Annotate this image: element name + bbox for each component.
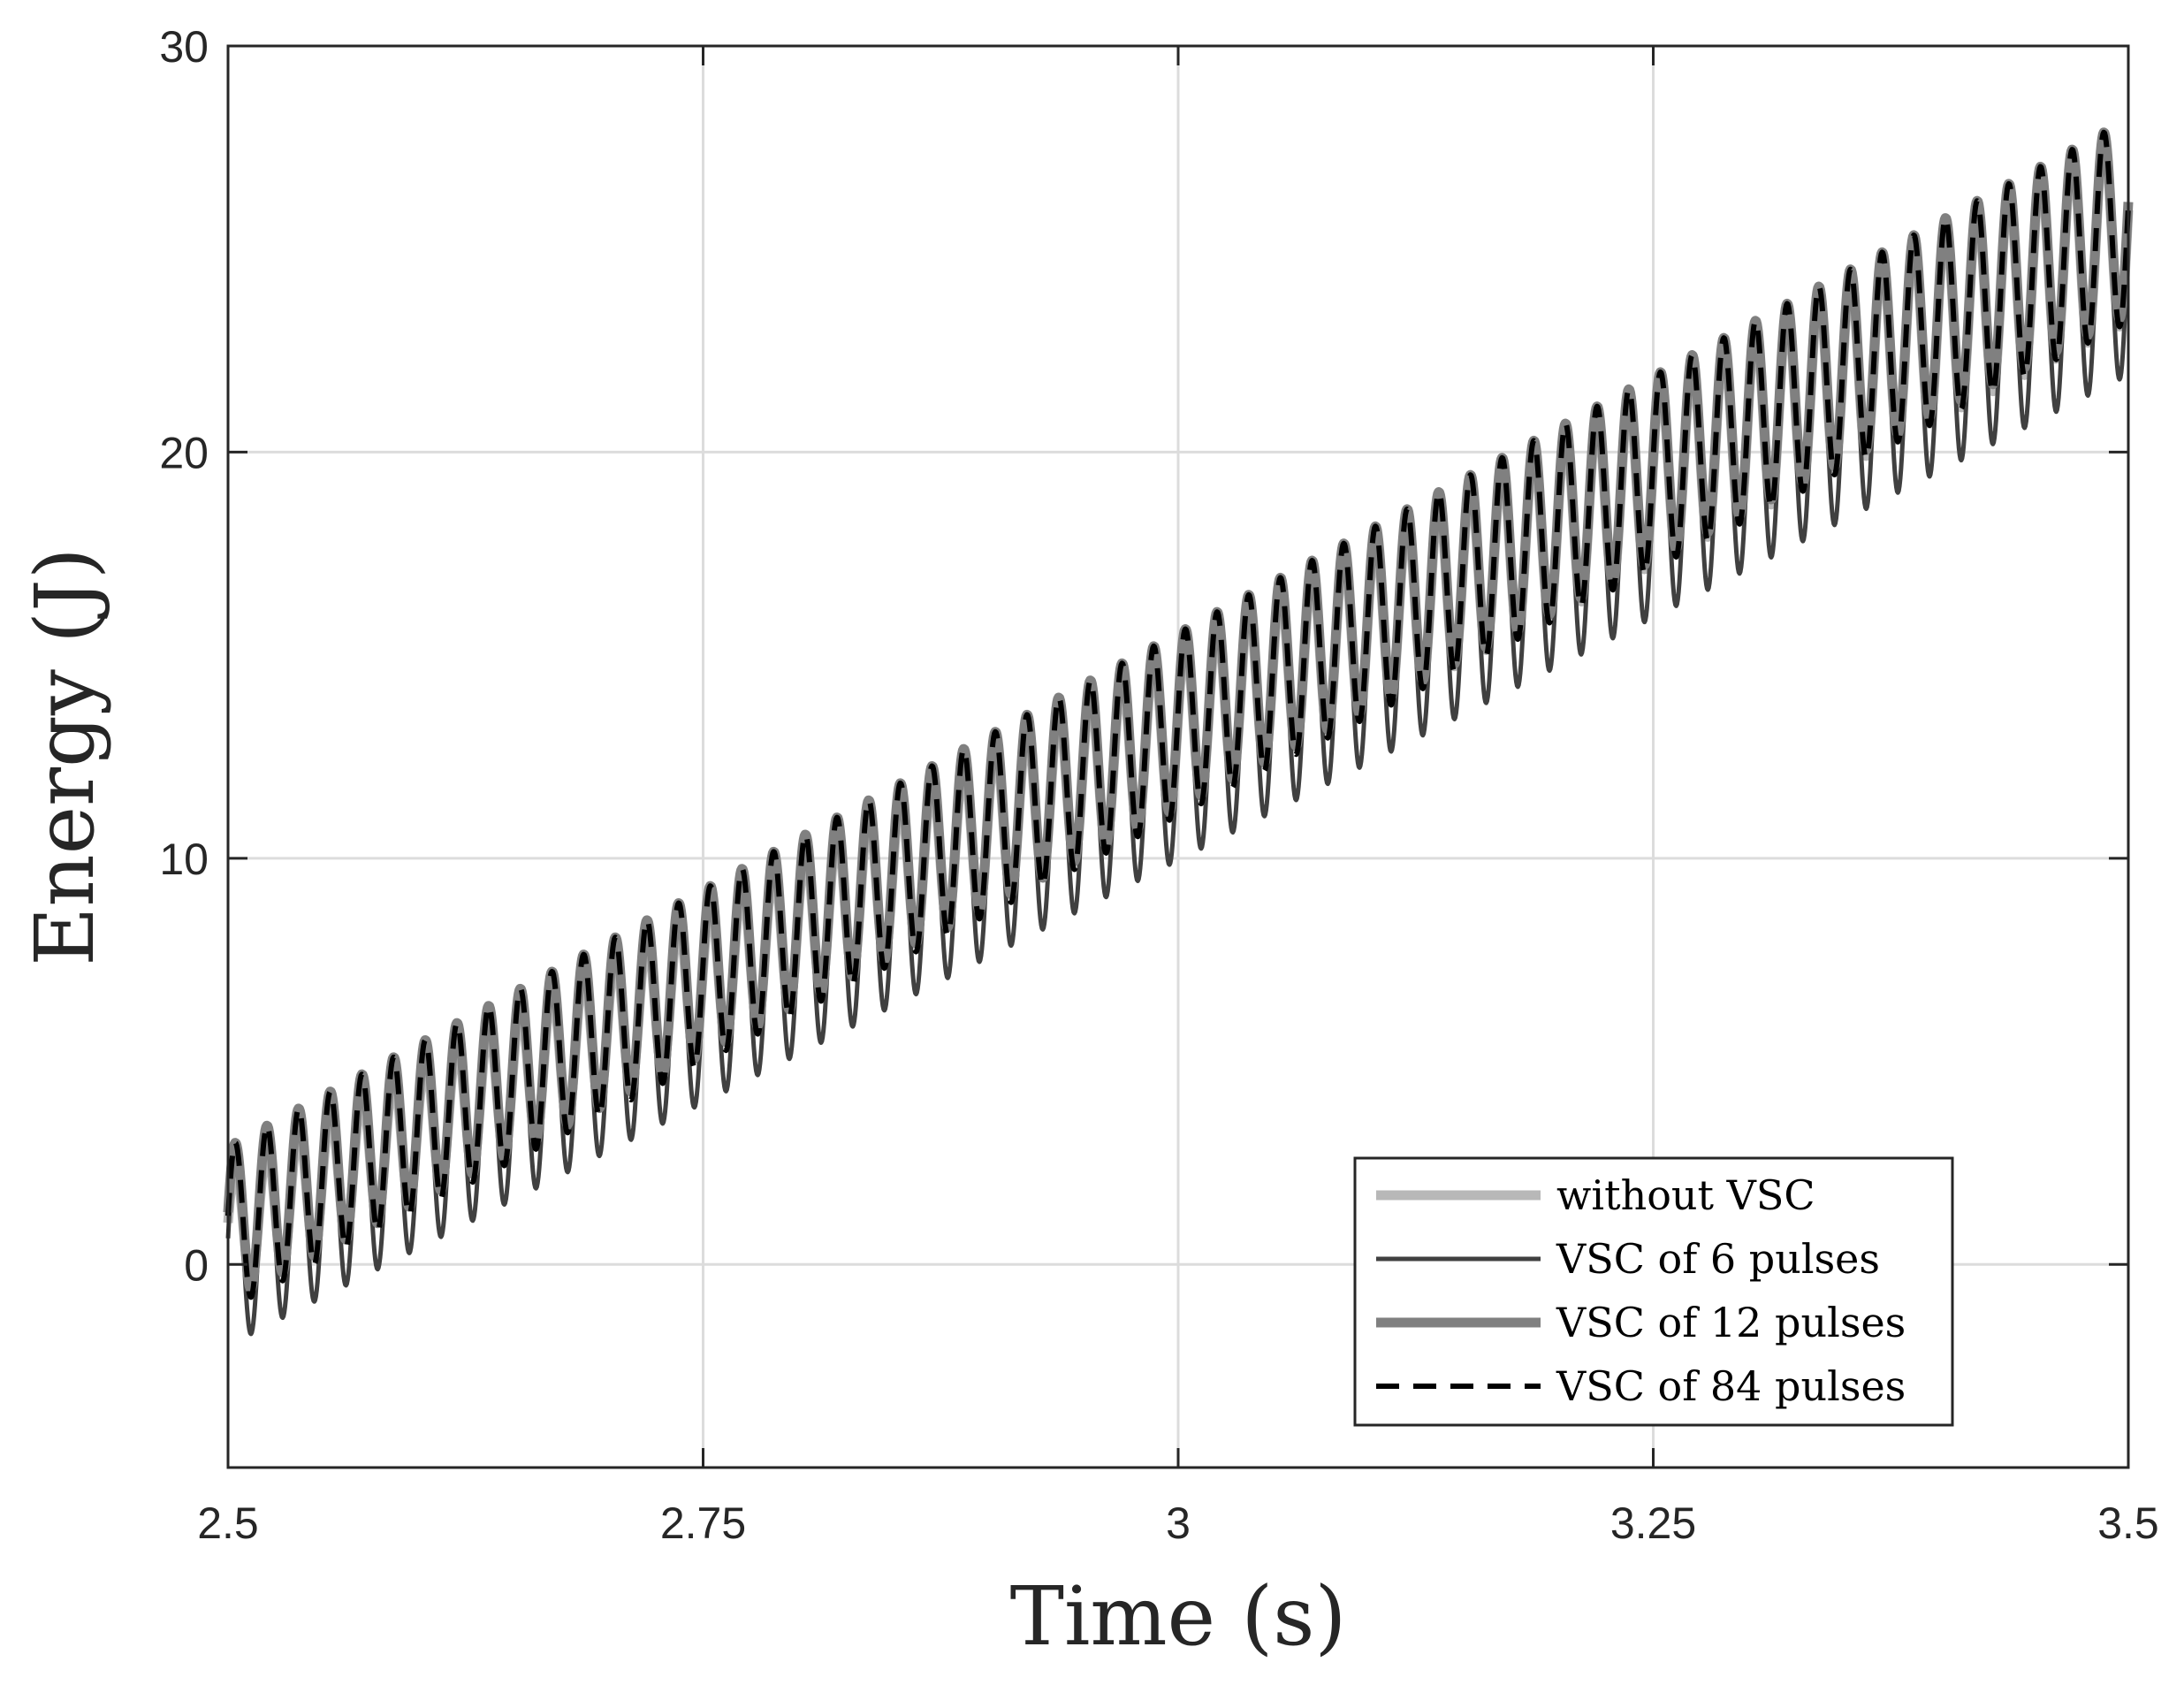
y-tick-label: 20 <box>159 428 209 477</box>
x-tick-label: 3.5 <box>2097 1498 2159 1548</box>
x-tick-label: 3 <box>1166 1498 1191 1548</box>
axis-ticks: 2.5 2.75 3 3.25 3.5 0 10 20 30 <box>159 22 2158 1548</box>
x-tick-label: 2.75 <box>660 1498 746 1548</box>
legend-label: without VSC <box>1556 1171 1815 1219</box>
legend-label: VSC of 6 pulses <box>1556 1235 1880 1283</box>
x-tick-label: 2.5 <box>197 1498 259 1548</box>
legend-box <box>1353 1156 1954 1427</box>
x-axis-title: Time (s) <box>1010 1569 1347 1664</box>
plot-series <box>223 127 2134 1337</box>
y-tick-label: 0 <box>184 1240 209 1290</box>
y-axis-title: Energy (J) <box>18 547 112 966</box>
legend-label: VSC of 84 pulses <box>1556 1362 1906 1410</box>
legend-label: VSC of 12 pulses <box>1556 1299 1906 1346</box>
y-tick-label: 30 <box>159 22 209 72</box>
legend: without VSC VSC of 6 pulses VSC of 12 puls… <box>1353 1156 1954 1427</box>
y-tick-label: 10 <box>159 835 209 884</box>
x-tick-label: 3.25 <box>1610 1498 1696 1548</box>
series-line-3 <box>225 129 2131 1300</box>
